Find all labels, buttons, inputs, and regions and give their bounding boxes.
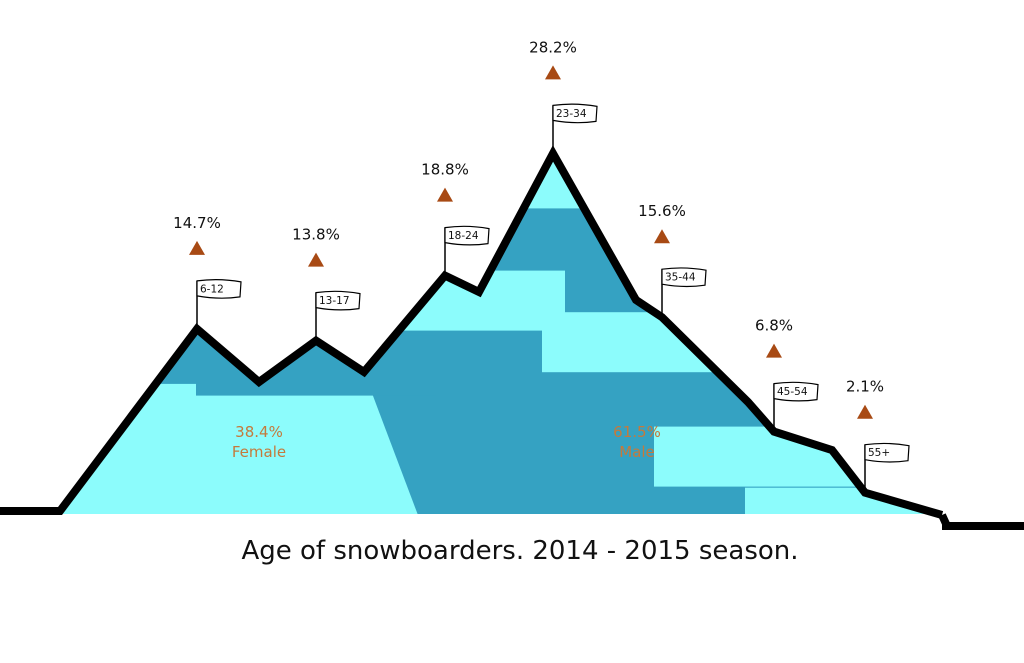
- flag-18-24: 18-24: [444, 225, 490, 276]
- gender-percent: 38.4%: [235, 423, 283, 441]
- triangle-marker-icon: [857, 404, 873, 419]
- triangle-marker-icon: [766, 343, 782, 358]
- flag-icon: [864, 442, 910, 463]
- value-label: 6.8%: [755, 317, 793, 335]
- flag-label: 23-34: [556, 108, 587, 120]
- value-marker-6-12: 14.7%: [173, 214, 221, 255]
- triangle-marker-icon: [654, 229, 670, 244]
- value-marker-13-17: 13.8%: [292, 226, 340, 267]
- gender-percent: 61.5%: [613, 423, 661, 441]
- flag-23-34: 23-34: [552, 103, 598, 154]
- triangle-marker-icon: [437, 187, 453, 202]
- value-label: 13.8%: [292, 226, 340, 244]
- flag-icon: [552, 103, 598, 124]
- chart-title: Age of snowboarders. 2014 - 2015 season.: [241, 536, 798, 566]
- flag-icon: [773, 381, 819, 402]
- female-region: [60, 153, 450, 515]
- flag-label: 45-54: [777, 386, 808, 398]
- gender-label-female: 38.4% Female: [232, 423, 286, 461]
- flag-label: 13-17: [319, 295, 350, 307]
- flag-icon: [196, 279, 242, 299]
- gender-label-male: 61.5% Male: [613, 423, 661, 461]
- flag-45-54: 45-54: [773, 381, 819, 432]
- value-label: 2.1%: [846, 378, 884, 396]
- value-marker-35-44: 15.6%: [638, 202, 686, 244]
- value-label: 18.8%: [421, 161, 469, 179]
- flag-icon: [315, 290, 361, 311]
- flag-13-17: 13-17: [315, 290, 361, 341]
- flag-label: 55+: [868, 447, 890, 459]
- value-marker-23-34: 28.2%: [529, 38, 577, 80]
- flag-55+: 55+: [864, 442, 910, 493]
- flag-35-44: 35-44: [661, 267, 707, 318]
- flag-label: 35-44: [665, 272, 696, 284]
- gender-name: Male: [619, 443, 655, 461]
- flag-label: 6-12: [200, 283, 224, 295]
- flag-label: 18-24: [448, 230, 479, 242]
- flag-icon: [444, 225, 490, 246]
- triangle-marker-icon: [308, 252, 324, 267]
- flag-icon: [661, 267, 707, 288]
- triangle-marker-icon: [545, 65, 561, 80]
- value-marker-45-54: 6.8%: [755, 317, 793, 358]
- gender-name: Female: [232, 443, 286, 461]
- flag-6-12: 6-12: [196, 279, 242, 329]
- value-marker-18-24: 18.8%: [421, 161, 469, 202]
- value-label: 15.6%: [638, 202, 686, 220]
- value-label: 14.7%: [173, 214, 221, 232]
- triangle-marker-icon: [189, 240, 205, 255]
- value-label: 28.2%: [529, 38, 577, 56]
- ridge-line: [0, 145, 944, 519]
- value-marker-55+: 2.1%: [846, 378, 884, 419]
- ground-step: [938, 513, 951, 528]
